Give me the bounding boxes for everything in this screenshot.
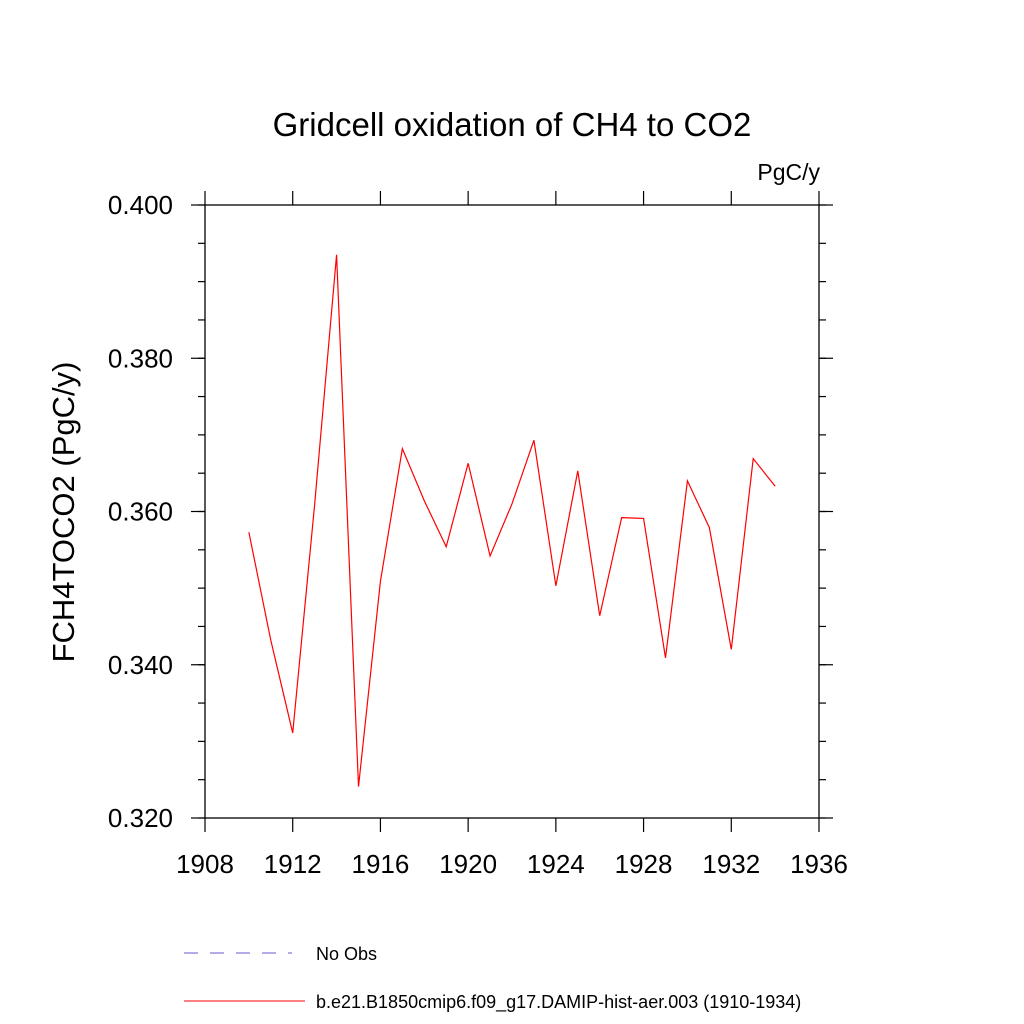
x-tick-label: 1912: [264, 849, 322, 879]
legend: No Obs b.e21.B1850cmip6.f09_g17.DAMIP-his…: [184, 944, 801, 1013]
y-tick-label: 0.360: [108, 497, 173, 527]
x-tick-label: 1932: [702, 849, 760, 879]
series-line: [248, 254, 776, 787]
x-tick-label: 1920: [439, 849, 497, 879]
y-tick-label: 0.380: [108, 343, 173, 373]
plot-frame: [204, 204, 820, 819]
series-layer: [248, 254, 776, 787]
axis-ticks: [191, 191, 833, 832]
legend-label: No Obs: [316, 944, 377, 964]
y-tick-labels: 0.320 0.340 0.360 0.380 0.400: [108, 190, 173, 833]
y-tick-label: 0.320: [108, 803, 173, 833]
x-tick-label: 1908: [176, 849, 234, 879]
legend-label: b.e21.B1850cmip6.f09_g17.DAMIP-hist-aer.…: [316, 992, 801, 1013]
chart-title: Gridcell oxidation of CH4 to CO2: [273, 106, 752, 143]
x-tick-labels: 1908 1912 1916 1920 1924 1928 1932 1936: [176, 849, 848, 879]
x-tick-label: 1928: [615, 849, 673, 879]
x-tick-label: 1936: [790, 849, 848, 879]
y-tick-label: 0.400: [108, 190, 173, 220]
y-tick-label: 0.340: [108, 650, 173, 680]
x-tick-label: 1916: [352, 849, 410, 879]
x-tick-label: 1924: [527, 849, 585, 879]
y-axis-label: FCH4TOCO2 (PgC/y): [46, 362, 81, 663]
units-label: PgC/y: [757, 159, 820, 185]
